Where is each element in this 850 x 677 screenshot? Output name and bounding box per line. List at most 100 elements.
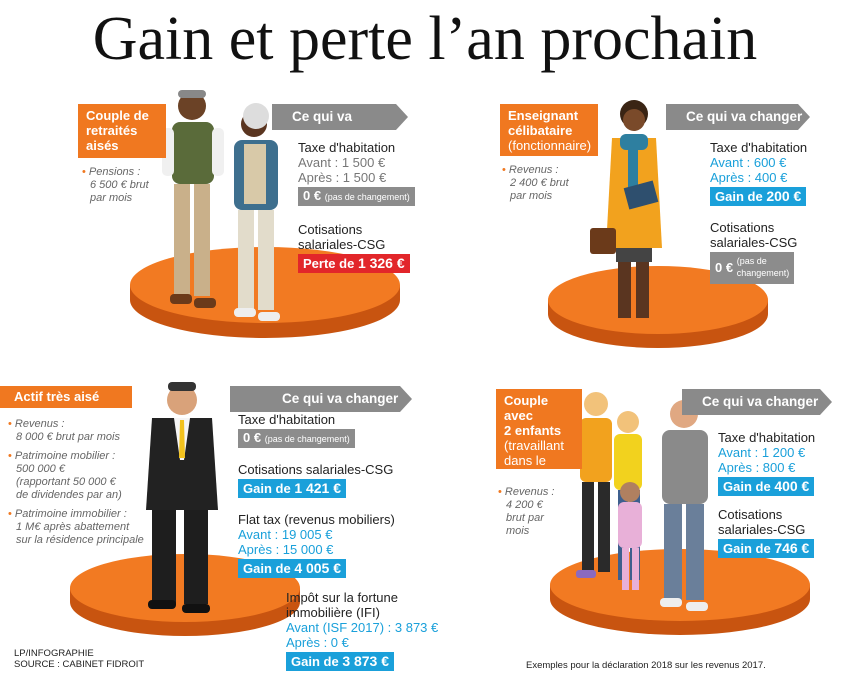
badge-value: 4 005 €: [294, 560, 342, 576]
apres-value: Après : 400 €: [710, 170, 788, 185]
label-line: Enseignant: [508, 108, 579, 123]
badge-note: (pas de changement): [264, 434, 350, 444]
taxe-habitation-block: Taxe d'habitation Avant : 1 200 € Après …: [718, 430, 843, 496]
badge-note: (pas de: [736, 256, 767, 266]
profile-label-actif: Actif très aisé: [0, 386, 132, 408]
wealthy-worker-illustration: [146, 382, 218, 613]
label-sub: (fonctionnaire): [508, 138, 592, 153]
label-line: Actif très aisé: [14, 389, 100, 404]
teacher-illustration: [590, 100, 662, 318]
info-line: par mois: [510, 190, 553, 202]
label-sub: dans le: [504, 453, 546, 468]
block-heading: Cotisations salariales-CSG: [238, 462, 394, 477]
info-line: Patrimoine immobilier :: [14, 508, 127, 520]
bullet-icon: •: [498, 486, 502, 498]
taxe-habitation-block: Taxe d'habitation Avant : 1 500 € Après …: [298, 140, 443, 206]
info-line: Patrimoine mobilier :: [14, 450, 116, 462]
apres-value: Après : 1 500 €: [298, 170, 387, 185]
info-line: 500 000 €: [16, 463, 65, 475]
label-line: retraités: [86, 123, 138, 138]
badge-prefix: Gain de: [243, 561, 291, 576]
csg-block: Cotisations salariales-CSG Gain de 1 421…: [238, 462, 408, 498]
info-line: Pensions :: [88, 166, 141, 178]
badge-prefix: Perte de: [303, 256, 355, 271]
family-illustration: [576, 392, 708, 611]
avant-value: Avant : 1 500 €: [298, 155, 386, 170]
block-heading: Taxe d'habitation: [298, 140, 396, 155]
avant-value: Avant : 19 005 €: [238, 527, 333, 542]
block-heading: Taxe d'habitation: [238, 412, 336, 427]
info-line: Revenus :: [508, 164, 559, 176]
label-line: Couple avec: [504, 393, 549, 423]
block-heading: Cotisations: [298, 222, 363, 237]
block-heading: Flat tax (revenus mobiliers): [238, 512, 395, 527]
info-line: sur la résidence principale: [16, 534, 144, 546]
change-banner: Ce qui va changer: [666, 104, 810, 130]
info-line: de dividendes par an): [16, 489, 122, 501]
badge-prefix: Gain de: [723, 479, 771, 494]
status-badge: Gain de 200 €: [710, 187, 807, 206]
info-line: (rapportant 50 000 €: [16, 476, 116, 488]
badge-value: 3 873 €: [342, 653, 390, 669]
label-sub: (travaillant: [504, 438, 564, 453]
badge-value: 200 €: [766, 188, 802, 204]
info-line: Revenus :: [14, 418, 65, 430]
status-badge: 0 € (pas de changement): [298, 187, 415, 206]
badge-main: 0 €: [243, 430, 262, 445]
badge-prefix: Gain de: [715, 189, 763, 204]
info-line: 1 M€ après abattement: [16, 521, 130, 533]
avant-value: Avant : 600 €: [710, 155, 787, 170]
profile-label-enseignant: Enseignant célibataire (fonctionnaire): [500, 104, 598, 156]
change-banner: Ce qui va changer: [272, 104, 408, 130]
bullet-icon: •: [8, 450, 12, 462]
bullet-icon: •: [8, 508, 12, 520]
profile-info-retraites: • Pensions : 6 500 € brut par mois: [82, 166, 172, 205]
block-heading: salariales-CSG: [718, 522, 806, 537]
info-line: mois: [506, 525, 530, 537]
bullet-icon: •: [82, 166, 86, 178]
info-line: par mois: [90, 192, 133, 204]
info-line: 2 400 € brut: [510, 177, 569, 189]
avant-value: Avant (ISF 2017) : 3 873 €: [286, 620, 439, 635]
label-line: célibataire: [508, 123, 573, 138]
profile-info-couple: • Revenus : 4 200 € brut par mois: [498, 486, 568, 538]
badge-value: 1 421 €: [294, 480, 342, 496]
status-badge: Gain de 4 005 €: [238, 559, 347, 578]
bullet-icon: •: [502, 164, 506, 176]
profile-info-enseignant: • Revenus : 2 400 € brut par mois: [502, 164, 592, 203]
badge-note: (pas de changement): [324, 192, 410, 202]
block-heading: salariales-CSG: [298, 237, 386, 252]
label-line: 2 enfants: [504, 423, 562, 438]
csg-block: Cotisations salariales-CSG Perte de 1 32…: [298, 222, 443, 273]
block-heading: immobilière (IFI): [286, 605, 380, 620]
change-banner: Ce qui va changer: [682, 389, 832, 415]
badge-prefix: Gain de: [723, 541, 771, 556]
credit-line: SOURCE : CABINET FIDROIT: [14, 659, 145, 670]
retired-couple-illustration: [162, 90, 280, 321]
status-badge: Gain de 746 €: [718, 539, 815, 558]
badge-value: 400 €: [774, 478, 810, 494]
label-line: aisés: [86, 138, 119, 153]
csg-block: Cotisations salariales-CSG Gain de 746 €: [718, 507, 843, 558]
badge-main: 0 €: [715, 260, 734, 275]
block-heading: Taxe d'habitation: [718, 430, 816, 445]
info-line: 6 500 € brut: [90, 179, 149, 191]
change-banner: Ce qui va changer: [230, 386, 412, 412]
block-heading: Taxe d'habitation: [710, 140, 808, 155]
block-heading: salariales-CSG: [710, 235, 798, 250]
ifi-block: Impôt sur la fortune immobilière (IFI) A…: [286, 590, 456, 671]
credit: LP/INFOGRAPHIE SOURCE : CABINET FIDROIT: [14, 648, 144, 670]
page-title: Gain et perte l’an prochain: [92, 5, 758, 73]
status-badge: Gain de 1 421 €: [238, 479, 347, 498]
info-line: Revenus :: [504, 486, 555, 498]
taxe-habitation-block: Taxe d'habitation 0 € (pas de changement…: [238, 412, 408, 448]
profile-label-couple: Couple avec 2 enfants (travaillant dans …: [496, 389, 582, 483]
footnote: Exemples pour la déclaration 2018 sur le…: [526, 660, 766, 671]
apres-value: Après : 15 000 €: [238, 542, 334, 557]
flat-tax-block: Flat tax (revenus mobiliers) Avant : 19 …: [238, 512, 413, 578]
badge-note: changement): [736, 268, 790, 278]
badge-value: 746 €: [774, 540, 810, 556]
apres-value: Après : 0 €: [286, 635, 349, 650]
status-badge: Perte de 1 326 €: [298, 254, 410, 273]
avant-value: Avant : 1 200 €: [718, 445, 806, 460]
